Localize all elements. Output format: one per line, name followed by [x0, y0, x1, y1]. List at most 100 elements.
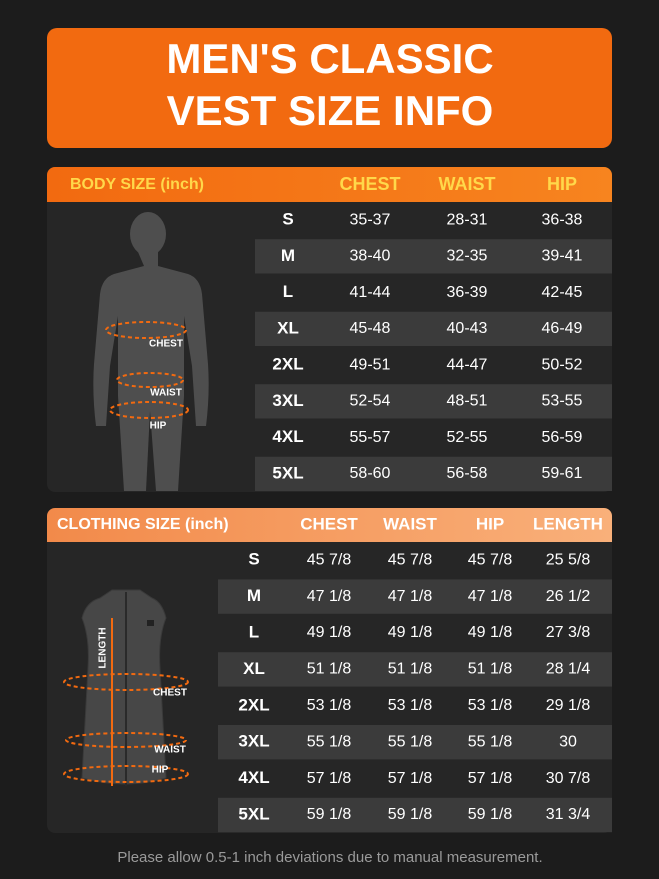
table-cell: 52-54 [350, 393, 391, 410]
table-cell: 51 1/8 [388, 661, 433, 678]
table-cell: 56-59 [542, 429, 583, 446]
size-label: M [247, 586, 261, 605]
table-cell: 35-37 [350, 211, 391, 228]
table-cell: 27 3/8 [546, 624, 591, 641]
table-cell: 55 1/8 [388, 733, 433, 750]
size-label: 4XL [272, 427, 303, 446]
row-band [218, 725, 612, 760]
table-cell: 51 1/8 [307, 661, 352, 678]
table-cell: 49 1/8 [307, 624, 352, 641]
size-label: 4XL [238, 768, 269, 787]
body-measure-lines [105, 321, 189, 419]
table-cell: 29 1/8 [546, 697, 591, 714]
table-cell: 50-52 [542, 356, 583, 373]
table-cell: 49 1/8 [468, 624, 513, 641]
table-cell: 55-57 [350, 429, 391, 446]
table-cell: 51 1/8 [468, 661, 513, 678]
table-cell: 39-41 [542, 248, 583, 265]
title-line: MEN'S CLASSIC [166, 35, 493, 82]
table-cell: 47 1/8 [307, 588, 352, 605]
table-cell: 59 1/8 [468, 806, 513, 823]
size-label: M [281, 246, 295, 265]
size-label: 2XL [272, 355, 303, 374]
row-band [255, 384, 612, 419]
table-cell: 26 1/2 [546, 588, 591, 605]
table-cell: 38-40 [350, 248, 391, 265]
row-band [218, 579, 612, 614]
figure-label: CHEST [149, 339, 183, 350]
body-figure [93, 212, 209, 491]
size-label: L [283, 282, 293, 301]
vest-measure-lines [63, 618, 189, 786]
size-label: 5XL [272, 463, 303, 482]
table-cell: 59-61 [542, 465, 583, 482]
table-cell: 45 7/8 [388, 551, 433, 568]
table-cell: 36-38 [542, 211, 583, 228]
table-cell: 36-39 [447, 284, 488, 301]
figure-label: WAIST [150, 388, 182, 399]
table-cell: 41-44 [350, 284, 391, 301]
row-band [255, 311, 612, 346]
table-cell: 53-55 [542, 393, 583, 410]
table-cell: 55 1/8 [307, 733, 352, 750]
size-label: S [248, 550, 259, 569]
table-cell: 57 1/8 [307, 770, 352, 787]
table-cell: 53 1/8 [307, 697, 352, 714]
figure-label: LENGTH [98, 627, 109, 668]
table-cell: 42-45 [542, 284, 583, 301]
footer-note: Please allow 0.5-1 inch deviations due t… [117, 849, 542, 866]
table-cell: 45-48 [350, 320, 391, 337]
size-label: S [282, 210, 293, 229]
size-label: 3XL [272, 391, 303, 410]
column-header: WAIST [439, 174, 496, 194]
table-cell: 32-35 [447, 248, 488, 265]
column-header: LENGTH [533, 514, 603, 533]
column-header: BODY SIZE (inch) [70, 176, 204, 193]
vest-figure [81, 589, 167, 786]
table-cell: 30 [559, 733, 577, 750]
table-cell: 52-55 [447, 429, 488, 446]
table-cell: 47 1/8 [468, 588, 513, 605]
table-cell: 56-58 [447, 465, 488, 482]
row-band [255, 239, 612, 274]
body-header-bar [47, 167, 612, 202]
size-label: 2XL [238, 695, 269, 714]
table-cell: 59 1/8 [307, 806, 352, 823]
column-header: CHEST [300, 514, 358, 533]
table-cell: 45 7/8 [307, 551, 352, 568]
figure-label: HIP [152, 765, 169, 776]
table-cell: 49 1/8 [388, 624, 433, 641]
table-cell: 49-51 [350, 356, 391, 373]
row-band [218, 797, 612, 833]
table-cell: 57 1/8 [388, 770, 433, 787]
figure-label: WAIST [154, 745, 186, 756]
table-cell: 44-47 [447, 356, 488, 373]
size-label: 5XL [238, 804, 269, 823]
size-label: XL [277, 318, 299, 337]
table-cell: 25 5/8 [546, 551, 591, 568]
table-cell: 55 1/8 [468, 733, 513, 750]
table-cell: 47 1/8 [388, 588, 433, 605]
column-header: WAIST [383, 514, 437, 533]
table-cell: 57 1/8 [468, 770, 513, 787]
table-cell: 53 1/8 [468, 697, 513, 714]
title-box [47, 28, 612, 148]
table-cell: 48-51 [447, 393, 488, 410]
table-cell: 31 3/4 [546, 806, 591, 823]
table-cell: 28 1/4 [546, 661, 591, 678]
clothing-header-bar [47, 508, 612, 542]
size-label: 3XL [238, 732, 269, 751]
table-cell: 58-60 [350, 465, 391, 482]
table-cell: 40-43 [447, 320, 488, 337]
column-header: CHEST [339, 174, 400, 194]
table-cell: 59 1/8 [388, 806, 433, 823]
figure-label: HIP [150, 421, 167, 432]
table-cell: 53 1/8 [388, 697, 433, 714]
title-line: VEST SIZE INFO [167, 87, 494, 134]
column-header: HIP [547, 174, 577, 194]
size-label: XL [243, 659, 265, 678]
size-label: L [249, 622, 259, 641]
row-band [255, 456, 612, 491]
figure-label: CHEST [153, 688, 187, 699]
